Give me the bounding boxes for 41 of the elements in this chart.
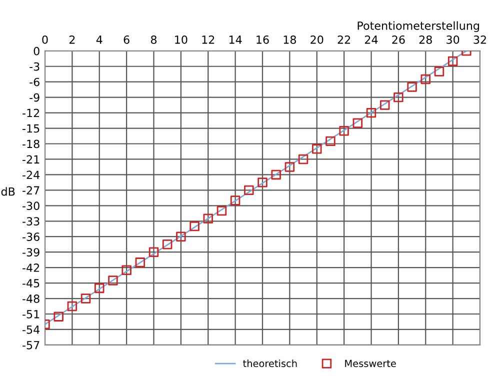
x-tick-label: 30 [446,35,460,44]
x-tick-label: 12 [202,35,214,44]
y-tick-label: -57 [22,341,40,350]
y-tick-label: 0 [34,46,40,56]
x-axis-title: Potentiometerstellung [358,21,479,32]
x-tick-label: 18 [284,35,296,44]
x-tick-label: 8 [150,35,157,44]
y-tick-label: -33 [22,217,40,226]
y-tick-label: -18 [22,140,40,148]
x-tick-label: 24 [364,35,378,44]
y-tick-label: -51 [22,310,40,318]
x-tick-label: 32 [474,35,486,44]
y-tick-label: -48 [22,294,40,303]
x-tick-label: 0 [42,35,48,44]
y-tick-label: -42 [22,264,40,272]
x-tick-label: 4 [96,36,102,44]
y-tick-label: -45 [22,279,40,288]
y-tick-label: -12 [22,108,40,118]
y-tick-label: -21 [22,155,40,164]
y-tick-label: -24 [22,170,40,179]
x-tick-label: 28 [419,35,432,44]
legend-label: Messwerte [345,360,396,368]
y-tick-label: -15 [22,124,40,133]
y-tick-label: -39 [22,248,40,256]
y-tick-label: -54 [22,326,40,334]
y-tick-label: -27 [22,186,40,194]
y-tick-label: -3 [30,62,40,71]
y-tick-label: -36 [22,232,40,241]
x-tick-label: 2 [69,35,75,44]
x-tick-label: 16 [256,35,269,44]
legend-label: theoretisch [243,360,297,368]
x-tick-label: 10 [175,35,188,44]
y-axis-title: dB [1,187,15,196]
y-tick-label: -6 [30,78,40,86]
y-tick-label: -9 [30,93,40,102]
x-tick-label: 20 [310,35,324,44]
x-tick-label: 26 [392,35,405,44]
x-tick-label: 6 [124,35,130,44]
x-tick-label: 14 [229,36,242,44]
y-tick-label: -30 [22,202,40,210]
x-tick-label: 22 [338,35,350,44]
